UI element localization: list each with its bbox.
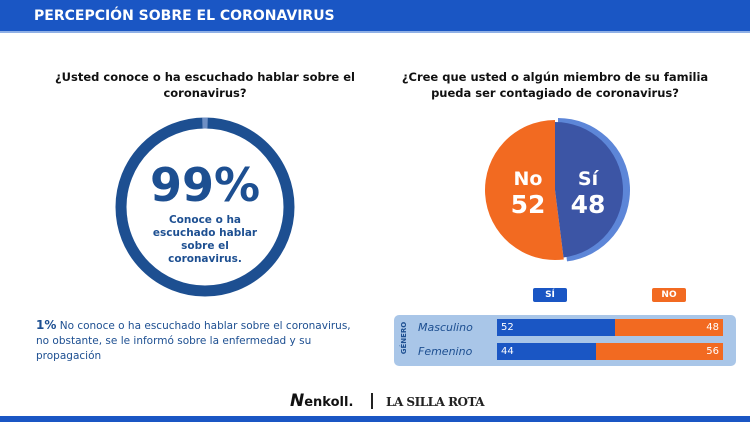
group-label: GÉNERO: [400, 321, 408, 355]
bar-segment-si: 52: [497, 319, 615, 336]
bar-row-masculino: 52 48: [497, 319, 723, 336]
pie-slice-no: [485, 120, 564, 260]
pie-value-no: 52: [511, 190, 546, 219]
big-caption: Conoce o ha escuchado hablar sobre el co…: [152, 214, 258, 265]
gender-panel: GÉNERO Masculino Femenino 52 48 44 56: [394, 315, 736, 366]
legend-si: SÍ: [533, 288, 567, 302]
awareness-donut: [115, 117, 295, 297]
bar-segment-no: 56: [596, 343, 723, 360]
left-question: ¿Usted conoce o ha escuchado hablar sobr…: [55, 70, 355, 100]
pie-value-yes: 48: [571, 190, 606, 219]
footnote-text: No conoce o ha escuchado hablar sobre el…: [36, 320, 351, 362]
right-question: ¿Cree que usted o algún miembro de su fa…: [401, 70, 709, 100]
logo-divider: [371, 393, 373, 409]
bar-segment-no: 48: [614, 319, 723, 336]
lasillarota-logo: LA SILLA ROTA: [386, 395, 485, 409]
pie-label-no: No: [514, 168, 543, 190]
header-bar: PERCEPCIÓN SOBRE EL CORONAVIRUS: [0, 0, 750, 33]
pie-label-yes: Sí: [578, 168, 600, 190]
bar-segment-si: 44: [497, 343, 597, 360]
big-percentage: 99%: [149, 158, 261, 212]
enkoll-logo: Nenkoll.: [290, 391, 354, 411]
bar-row-femenino: 44 56: [497, 343, 723, 360]
footnote: 1% No conoce o ha escuchado hablar sobre…: [36, 318, 366, 364]
legend-no: NO: [652, 288, 686, 302]
page-title: PERCEPCIÓN SOBRE EL CORONAVIRUS: [34, 8, 335, 24]
row-label-masculino: Masculino: [418, 321, 473, 334]
footnote-pct: 1%: [36, 318, 57, 332]
contagion-pie: No 52 Sí 48: [485, 118, 630, 262]
row-label-femenino: Femenino: [418, 345, 473, 358]
pie-slice-yes: [555, 122, 624, 258]
footer-bar: [0, 416, 750, 422]
